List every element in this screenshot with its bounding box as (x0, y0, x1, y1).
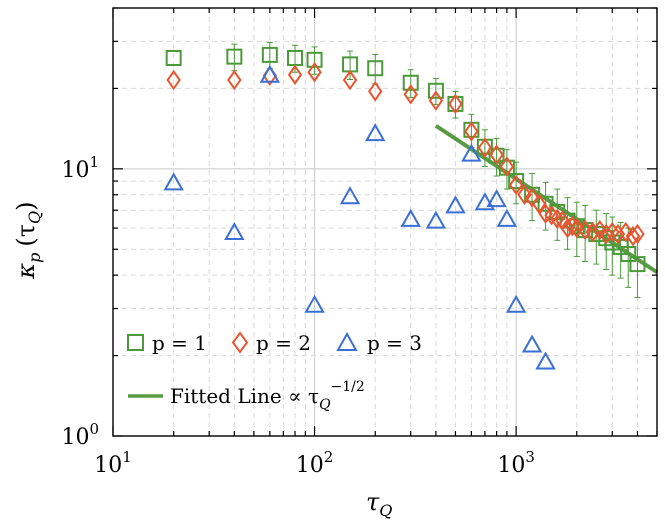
point-p2 (448, 93, 463, 115)
point-p2 (565, 215, 580, 237)
x-tick-label: 103 (497, 448, 535, 478)
point-p1 (367, 60, 384, 77)
legend: p = 1 p = 2 p = 3 Fitted Line ∝ τQ−1/2 (127, 331, 422, 413)
point-p1 (629, 256, 646, 273)
x-axis-label: τQ (366, 488, 392, 520)
point-p2 (618, 221, 634, 243)
point-p2 (592, 219, 607, 241)
point-p3 (505, 294, 527, 313)
legend-p3-label: p = 3 (367, 331, 422, 355)
point-p2 (342, 69, 358, 91)
point-p2 (625, 225, 641, 247)
point-p2 (499, 156, 515, 177)
plot-frame (112, 7, 658, 437)
point-p3 (425, 210, 447, 229)
point-p3 (224, 222, 245, 241)
x-tick-label: 101 (94, 448, 132, 478)
point-p3 (535, 351, 556, 370)
point-p1 (427, 82, 444, 99)
point-p1 (261, 46, 278, 63)
point-p2 (569, 217, 585, 239)
point-p3 (521, 334, 543, 353)
legend-p2-label: p = 2 (256, 331, 311, 355)
point-p2 (531, 193, 547, 215)
point-p1 (226, 48, 243, 65)
point-p1 (620, 246, 637, 263)
point-p3 (163, 172, 184, 191)
legend-p1-marker (127, 334, 144, 351)
point-p3 (365, 123, 386, 142)
point-p2 (227, 69, 242, 91)
point-p3 (259, 64, 281, 83)
point-p3 (445, 195, 466, 214)
point-p1 (306, 51, 323, 68)
point-p3 (339, 186, 361, 205)
point-p1 (165, 49, 182, 66)
point-p2 (403, 84, 418, 105)
point-p2 (610, 223, 626, 245)
point-p2 (599, 223, 614, 245)
point-p2 (368, 81, 383, 102)
point-p2 (508, 174, 524, 196)
legend-fit-label: Fitted Line ∝ τQ−1/2 (170, 379, 365, 413)
point-p3 (400, 208, 421, 227)
axis-ticks (112, 7, 658, 437)
legend-p1-label: p = 1 (152, 331, 207, 355)
point-p2 (517, 184, 532, 205)
legend-p2-marker (231, 331, 249, 354)
data-marks (163, 42, 646, 370)
point-p2 (489, 144, 504, 165)
point-p1 (537, 195, 554, 212)
y-axis-label: κp(τQ) (12, 201, 44, 279)
x-tick-label: 102 (296, 448, 334, 478)
point-p2 (464, 121, 479, 142)
point-p3 (461, 143, 482, 162)
point-p2 (287, 64, 303, 85)
point-p2 (524, 187, 540, 208)
y-tick-label: 101 (61, 153, 99, 183)
point-p2 (630, 223, 645, 245)
point-p2 (166, 69, 181, 91)
point-p1 (508, 173, 525, 190)
point-p1 (402, 74, 419, 91)
point-p3 (474, 192, 496, 211)
point-p3 (496, 208, 518, 227)
y-tick-label: 100 (61, 420, 99, 450)
point-p3 (486, 189, 507, 208)
point-p2 (307, 61, 322, 83)
grid-lines (112, 7, 658, 437)
point-p2 (477, 137, 493, 158)
point-p2 (585, 221, 600, 243)
legend-p3-marker (336, 331, 358, 351)
point-p2 (550, 208, 565, 230)
point-p3 (304, 294, 325, 313)
point-p2 (428, 90, 444, 111)
